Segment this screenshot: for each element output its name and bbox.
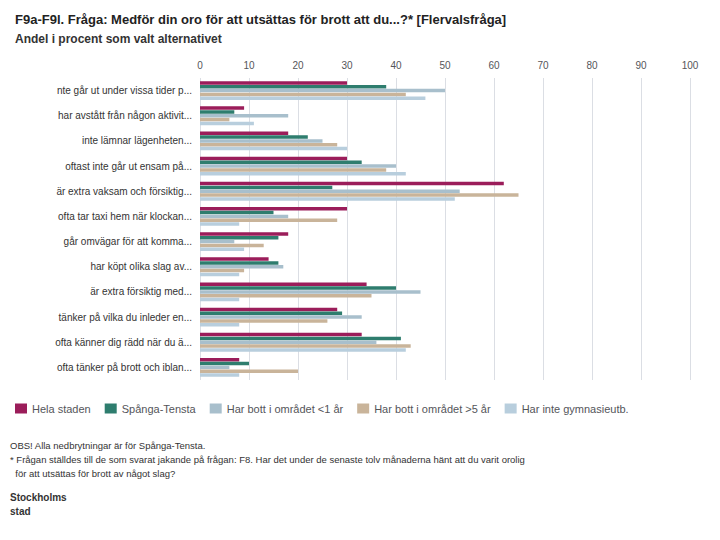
- svg-text:Spånga-Tensta: Spånga-Tensta: [122, 403, 197, 415]
- svg-text:har avstått från någon aktivit: har avstått från någon aktivit...: [58, 110, 192, 121]
- svg-text:0: 0: [197, 60, 203, 71]
- svg-text:går omvägar för att komma...: går omvägar för att komma...: [58, 236, 192, 247]
- svg-text:10: 10: [243, 60, 255, 71]
- svg-text:är extra vaksam och försiktig.: är extra vaksam och försiktig...: [56, 186, 192, 197]
- svg-text:100: 100: [682, 60, 699, 71]
- svg-text:Hela staden: Hela staden: [32, 403, 91, 415]
- svg-text:* Frågan ställdes till de som: * Frågan ställdes till de som svarat jak…: [10, 454, 525, 465]
- svg-text:40: 40: [390, 60, 402, 71]
- svg-text:har köpt olika slag av...: har köpt olika slag av...: [85, 261, 192, 272]
- svg-text:50: 50: [439, 60, 451, 71]
- svg-text:inte lämnar lägenheten...: inte lämnar lägenheten...: [76, 135, 192, 146]
- svg-text:ofta känner dig rädd när du ä.: ofta känner dig rädd när du ä...: [55, 337, 192, 348]
- svg-text:Har inte gymnasieutb.: Har inte gymnasieutb.: [522, 403, 629, 415]
- svg-text:Har bott i området >5 år: Har bott i området >5 år: [374, 403, 491, 415]
- svg-text:för att utsättas för brott av: för att utsättas för brott av något slag…: [10, 468, 175, 479]
- svg-text:80: 80: [586, 60, 598, 71]
- svg-text:ofta tänker på brott och iblan: ofta tänker på brott och iblan...: [57, 362, 192, 373]
- svg-text:90: 90: [635, 60, 647, 71]
- svg-text:Har bott i området <1 år: Har bott i området <1 år: [227, 403, 344, 415]
- svg-text:Andel i procent som valt alter: Andel i procent som valt alternativet: [15, 32, 222, 46]
- svg-text:F9a-F9l. Fråga: Medför din oro: F9a-F9l. Fråga: Medför din oro för att u…: [15, 12, 506, 27]
- svg-text:stad: stad: [10, 506, 31, 517]
- svg-text:OBS! Alla nedbrytningar är för: OBS! Alla nedbrytningar är för Spånga-Te…: [10, 440, 205, 451]
- svg-text:Stockholms: Stockholms: [10, 492, 67, 503]
- svg-text:oftast inte går ut ensam på...: oftast inte går ut ensam på...: [65, 161, 192, 172]
- svg-text:60: 60: [488, 60, 500, 71]
- svg-text:20: 20: [292, 60, 304, 71]
- svg-text:ofta tar taxi hem när klockan.: ofta tar taxi hem när klockan...: [58, 211, 192, 222]
- svg-text:nte går ut under vissa tider p: nte går ut under vissa tider p...: [57, 85, 192, 96]
- svg-text:tänker på vilka du inleder en.: tänker på vilka du inleder en...: [59, 312, 192, 323]
- svg-text:är extra försiktig med...: är extra försiktig med...: [90, 286, 192, 297]
- svg-text:70: 70: [537, 60, 549, 71]
- svg-text:30: 30: [341, 60, 353, 71]
